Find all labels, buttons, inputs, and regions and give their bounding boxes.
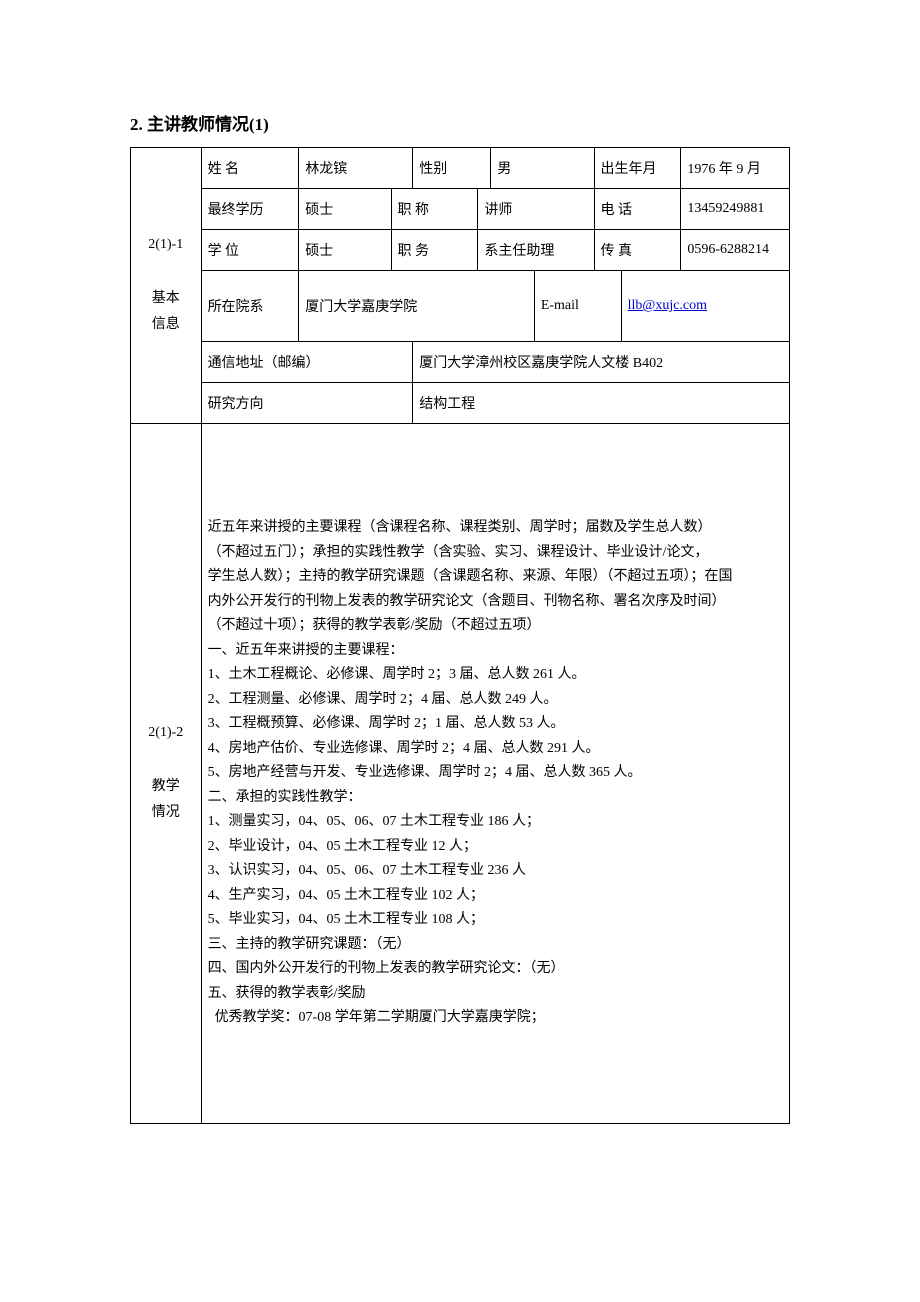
- section-4: 四、国内外公开发行的刊物上发表的教学研究论文：（无）: [208, 957, 783, 982]
- sidebar-teaching-info: 2(1)-2 教学 情况: [131, 424, 202, 1124]
- value-job-title: 讲师: [478, 189, 594, 230]
- label-dept: 所在院系: [201, 271, 299, 342]
- section-1-item: 3、工程概预算、必修课、周学时 2；1 届、总人数 53 人。: [208, 712, 783, 737]
- row-address: 通信地址（邮编） 厦门大学漳州校区嘉庚学院人文楼 B402: [131, 342, 790, 383]
- intro-line: （不超过五门）；承担的实践性教学（含实验、实习、课程设计、毕业设计/论文，: [208, 541, 783, 566]
- row-name-gender-birth: 2(1)-1 基本 信息 姓 名 林龙镔 性别 男 出生年月 1976 年 9 …: [131, 148, 790, 189]
- value-name: 林龙镔: [299, 148, 413, 189]
- section-1-head: 一、近五年来讲授的主要课程：: [208, 639, 783, 664]
- value-research: 结构工程: [413, 383, 790, 424]
- label-position: 职 务: [391, 230, 478, 271]
- section-2-item: 2、毕业设计，04、05 土木工程专业 12 人；: [208, 835, 783, 860]
- section-2-item: 1、测量实习，04、05、06、07 土木工程专业 186 人；: [208, 810, 783, 835]
- value-gender: 男: [491, 148, 594, 189]
- label-phone: 电 话: [594, 189, 681, 230]
- value-fax: 0596-6288214: [681, 230, 790, 271]
- value-birth: 1976 年 9 月: [681, 148, 790, 189]
- sidebar-label: 情况: [152, 805, 180, 820]
- label-job-title: 职 称: [391, 189, 478, 230]
- section-2-item: 3、认识实习，04、05、06、07 土木工程专业 236 人: [208, 859, 783, 884]
- teacher-info-table: 2(1)-1 基本 信息 姓 名 林龙镔 性别 男 出生年月 1976 年 9 …: [130, 147, 790, 1124]
- row-degree-position-fax: 学 位 硕士 职 务 系主任助理 传 真 0596-6288214: [131, 230, 790, 271]
- section-1-item: 5、房地产经营与开发、专业选修课、周学时 2；4 届、总人数 365 人。: [208, 761, 783, 786]
- label-email: E-mail: [534, 271, 621, 342]
- value-phone: 13459249881: [681, 189, 790, 230]
- intro-line: 近五年来讲授的主要课程（含课程名称、课程类别、周学时；届数及学生总人数）: [208, 516, 783, 541]
- label-gender: 性别: [413, 148, 491, 189]
- email-link[interactable]: llb@xujc.com: [628, 298, 707, 313]
- section-1-item: 2、工程测量、必修课、周学时 2；4 届、总人数 249 人。: [208, 688, 783, 713]
- section-5-head: 五、获得的教学表彰/奖励: [208, 982, 783, 1007]
- section-1-item: 4、房地产估价、专业选修课、周学时 2；4 届、总人数 291 人。: [208, 737, 783, 762]
- section-2-item: 5、毕业实习，04、05 土木工程专业 108 人；: [208, 908, 783, 933]
- sidebar-label: 基本: [152, 291, 180, 306]
- intro-line: 内外公开发行的刊物上发表的教学研究论文（含题目、刊物名称、署名次序及时间）: [208, 590, 783, 615]
- label-degree: 学 位: [201, 230, 299, 271]
- section-2-item: 4、生产实习，04、05 土木工程专业 102 人；: [208, 884, 783, 909]
- value-address: 厦门大学漳州校区嘉庚学院人文楼 B402: [413, 342, 790, 383]
- value-position: 系主任助理: [478, 230, 594, 271]
- label-birth: 出生年月: [594, 148, 681, 189]
- label-name: 姓 名: [201, 148, 299, 189]
- teaching-content: 近五年来讲授的主要课程（含课程名称、课程类别、周学时；届数及学生总人数） （不超…: [201, 424, 789, 1124]
- page-container: 2. 主讲教师情况(1) 2(1)-1 基本 信息 姓 名 林龙镔 性别: [0, 0, 920, 1174]
- sidebar-num: 2(1)-2: [148, 725, 183, 740]
- section-2-head: 二、承担的实践性教学：: [208, 786, 783, 811]
- value-dept: 厦门大学嘉庚学院: [299, 271, 535, 342]
- label-research: 研究方向: [201, 383, 413, 424]
- section-3: 三、主持的教学研究课题：（无）: [208, 933, 783, 958]
- value-final-edu: 硕士: [299, 189, 391, 230]
- row-dept-email: 所在院系 厦门大学嘉庚学院 E-mail llb@xujc.com: [131, 271, 790, 342]
- section-5-item: 优秀教学奖：07-08 学年第二学期厦门大学嘉庚学院；: [208, 1006, 783, 1031]
- row-research: 研究方向 结构工程: [131, 383, 790, 424]
- label-final-edu: 最终学历: [201, 189, 299, 230]
- section-1-item: 1、土木工程概论、必修课、周学时 2；3 届、总人数 261 人。: [208, 663, 783, 688]
- intro-line: （不超过十项）；获得的教学表彰/奖励（不超过五项）: [208, 614, 783, 639]
- intro-line: 学生总人数）；主持的教学研究课题（含课题名称、来源、年限）（不超过五项）；在国: [208, 565, 783, 590]
- row-teaching: 2(1)-2 教学 情况 近五年来讲授的主要课程（含课程名称、课程类别、周学时；…: [131, 424, 790, 1124]
- label-address: 通信地址（邮编）: [201, 342, 413, 383]
- value-degree: 硕士: [299, 230, 391, 271]
- sidebar-label: 信息: [152, 317, 180, 332]
- row-edu-title-phone: 最终学历 硕士 职 称 讲师 电 话 13459249881: [131, 189, 790, 230]
- section-title: 2. 主讲教师情况(1): [130, 110, 790, 135]
- sidebar-num: 2(1)-1: [148, 237, 183, 252]
- value-email-cell: llb@xujc.com: [621, 271, 789, 342]
- sidebar-label: 教学: [152, 779, 180, 794]
- sidebar-basic-info: 2(1)-1 基本 信息: [131, 148, 202, 424]
- label-fax: 传 真: [594, 230, 681, 271]
